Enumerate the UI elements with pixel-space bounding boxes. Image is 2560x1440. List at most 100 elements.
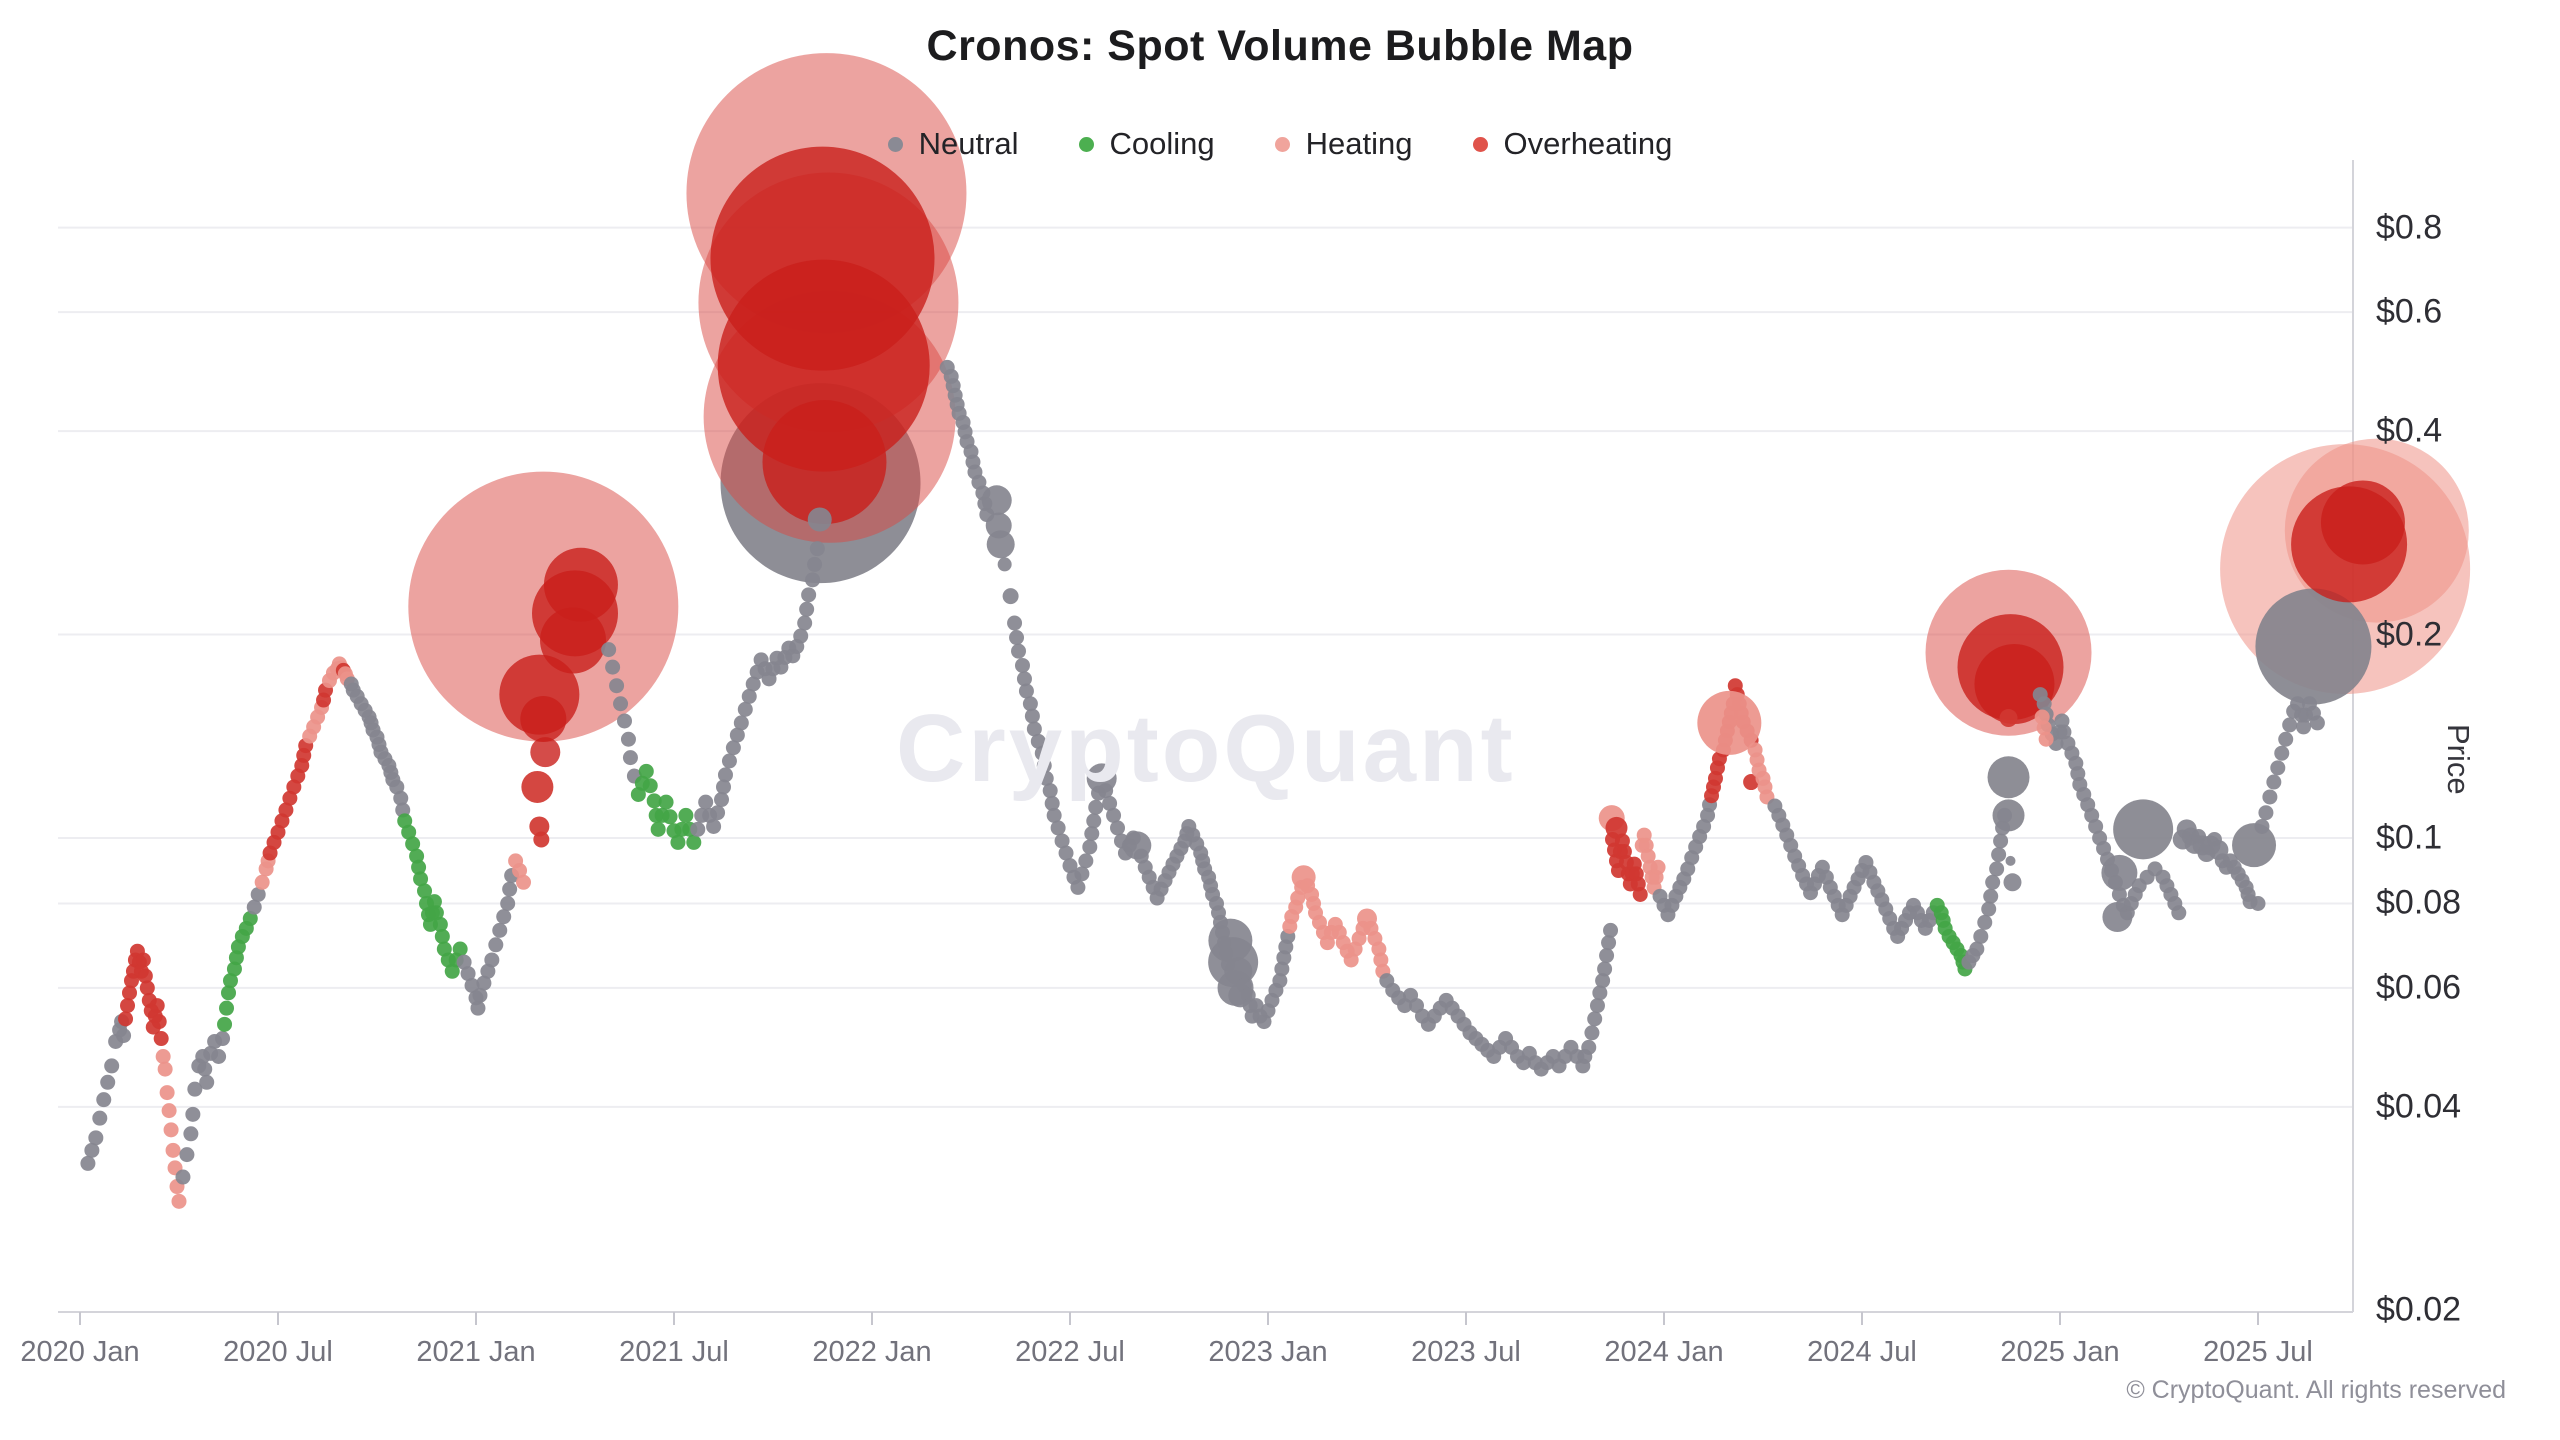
volume-bubble[interactable] — [2113, 799, 2174, 860]
price-dot[interactable] — [2290, 696, 2306, 712]
price-dot[interactable] — [80, 1155, 96, 1171]
price-dot[interactable] — [1082, 839, 1098, 855]
legend-item-heating[interactable]: Heating — [1274, 126, 1413, 162]
price-dot[interactable] — [1650, 859, 1666, 875]
price-dot[interactable] — [1062, 858, 1078, 874]
price-dot[interactable] — [997, 557, 1012, 572]
price-dot[interactable] — [1969, 941, 1985, 957]
price-dot[interactable] — [197, 1061, 213, 1077]
price-dot[interactable] — [96, 1092, 112, 1108]
volume-bubble[interactable] — [2320, 480, 2405, 565]
price-dot[interactable] — [1983, 888, 1999, 904]
price-dot[interactable] — [472, 987, 488, 1003]
price-dot[interactable] — [139, 980, 155, 996]
price-dot[interactable] — [84, 1142, 100, 1158]
price-dot[interactable] — [2262, 789, 2278, 805]
price-dot[interactable] — [116, 1028, 132, 1044]
price-dot[interactable] — [1272, 973, 1288, 989]
price-dot[interactable] — [1078, 853, 1094, 869]
price-dot[interactable] — [1110, 820, 1126, 836]
price-dot[interactable] — [793, 628, 809, 644]
price-dot[interactable] — [2309, 715, 2325, 731]
price-dot[interactable] — [500, 895, 516, 911]
price-dot[interactable] — [417, 883, 433, 899]
price-dot[interactable] — [2056, 724, 2072, 740]
price-dot[interactable] — [1640, 848, 1656, 864]
price-dot[interactable] — [1054, 833, 1070, 849]
price-dot[interactable] — [492, 922, 508, 938]
volume-bubble[interactable] — [1987, 756, 2030, 799]
price-dot[interactable] — [1086, 813, 1102, 829]
price-dot[interactable] — [512, 863, 528, 879]
volume-bubble[interactable] — [762, 400, 887, 525]
price-dot[interactable] — [1977, 914, 1993, 930]
price-dot[interactable] — [2282, 717, 2298, 733]
price-dot[interactable] — [1999, 709, 2018, 728]
price-dot[interactable] — [270, 824, 286, 840]
price-dot[interactable] — [282, 790, 298, 806]
price-dot[interactable] — [1973, 928, 1989, 944]
price-dot[interactable] — [650, 821, 666, 837]
price-dot[interactable] — [809, 541, 825, 557]
price-dot[interactable] — [1038, 770, 1054, 786]
price-dot[interactable] — [2274, 745, 2290, 761]
price-dot[interactable] — [1995, 820, 2011, 836]
price-dot[interactable] — [638, 763, 654, 779]
price-dot[interactable] — [397, 813, 413, 829]
price-dot[interactable] — [1991, 847, 2007, 863]
price-dot[interactable] — [721, 753, 737, 769]
price-dot[interactable] — [1981, 901, 1997, 917]
price-dot[interactable] — [698, 794, 714, 810]
price-dot[interactable] — [88, 1130, 104, 1146]
price-dot[interactable] — [533, 831, 550, 848]
price-dot[interactable] — [807, 556, 823, 572]
price-dot[interactable] — [1007, 615, 1023, 631]
price-dot[interactable] — [120, 998, 136, 1014]
legend-item-neutral[interactable]: Neutral — [887, 126, 1019, 162]
price-dot[interactable] — [488, 937, 504, 953]
price-dot[interactable] — [516, 874, 532, 890]
price-dot[interactable] — [179, 1147, 195, 1163]
price-dot[interactable] — [646, 793, 662, 809]
price-dot[interactable] — [1070, 879, 1086, 895]
price-dot[interactable] — [1985, 874, 2001, 890]
price-dot[interactable] — [670, 834, 686, 850]
price-dot[interactable] — [622, 750, 638, 766]
price-dot[interactable] — [2101, 854, 2138, 891]
price-dot[interactable] — [981, 485, 1012, 516]
price-dot[interactable] — [1599, 948, 1615, 964]
price-dot[interactable] — [1601, 935, 1617, 951]
price-dot[interactable] — [215, 1031, 231, 1047]
price-dot[interactable] — [219, 1000, 235, 1016]
price-dot[interactable] — [617, 713, 632, 729]
price-dot[interactable] — [1011, 643, 1027, 659]
price-dot[interactable] — [1597, 961, 1613, 977]
price-dot[interactable] — [2171, 905, 2187, 921]
price-dot[interactable] — [155, 1048, 171, 1064]
price-dot[interactable] — [242, 911, 258, 927]
price-dot[interactable] — [1022, 696, 1038, 712]
price-dot[interactable] — [1603, 922, 1619, 938]
price-dot[interactable] — [658, 794, 674, 810]
price-dot[interactable] — [149, 998, 165, 1014]
price-dot[interactable] — [254, 874, 270, 890]
price-dot[interactable] — [1592, 985, 1608, 1001]
legend-item-cooling[interactable]: Cooling — [1078, 126, 1215, 162]
price-dot[interactable] — [221, 985, 236, 1001]
price-dot[interactable] — [601, 642, 617, 658]
price-dot[interactable] — [1074, 866, 1090, 882]
price-dot[interactable] — [163, 1122, 179, 1138]
price-dot[interactable] — [1581, 1039, 1597, 1055]
price-dot[interactable] — [1024, 708, 1040, 724]
price-dot[interactable] — [805, 572, 821, 588]
volume-bubble[interactable] — [2232, 823, 2277, 868]
price-dot[interactable] — [157, 1061, 173, 1077]
price-dot[interactable] — [1014, 657, 1030, 673]
price-dot[interactable] — [122, 985, 137, 1001]
price-dot[interactable] — [733, 715, 749, 731]
price-dot[interactable] — [1697, 690, 1762, 755]
price-dot[interactable] — [226, 961, 242, 977]
price-dot[interactable] — [1098, 783, 1114, 799]
price-dot[interactable] — [2258, 805, 2274, 821]
volume-bubble[interactable] — [1974, 643, 2055, 724]
